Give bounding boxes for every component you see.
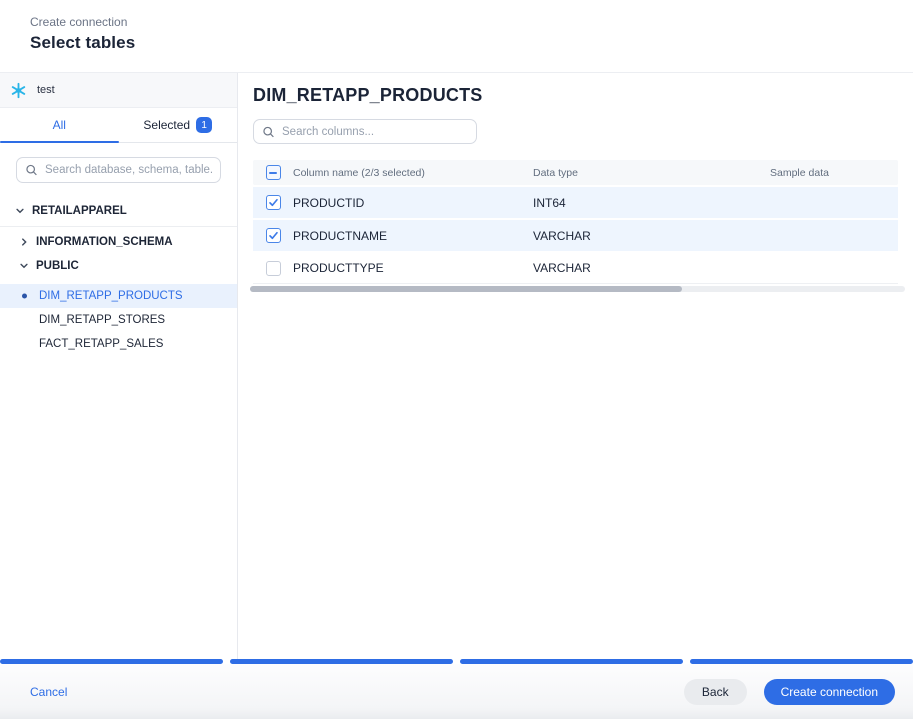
tree-item-information-schema[interactable]: INFORMATION_SCHEMA bbox=[0, 230, 237, 254]
tree-item-database[interactable]: RETAILAPPAREL bbox=[0, 199, 237, 223]
search-tables-input[interactable] bbox=[16, 157, 221, 183]
columns-table-header: Column name (2/3 selected) Data type Sam… bbox=[253, 160, 898, 185]
tables-sidebar: test All Selected 1 bbox=[0, 73, 238, 659]
snowflake-logo-icon bbox=[10, 82, 27, 99]
row-checkbox[interactable] bbox=[265, 228, 281, 243]
column-type: VARCHAR bbox=[533, 261, 591, 275]
chevron-down-icon[interactable] bbox=[15, 206, 25, 216]
create-connection-button[interactable]: Create connection bbox=[763, 678, 895, 705]
sidebar-search bbox=[16, 157, 221, 183]
tree-item-table-products[interactable]: DIM_RETAPP_PRODUCTS bbox=[0, 284, 237, 308]
tab-all[interactable]: All bbox=[0, 108, 119, 143]
chevron-right-icon[interactable] bbox=[19, 237, 29, 247]
columns-table: Column name (2/3 selected) Data type Sam… bbox=[253, 160, 898, 284]
page-title: Select tables bbox=[30, 33, 136, 52]
progress-segment bbox=[460, 659, 683, 664]
schema-tree: RETAILAPPAREL INFORMATION_SCHEMA PUBLIC bbox=[0, 183, 237, 356]
column-header-name: Column name (2/3 selected) bbox=[293, 166, 425, 179]
dialog-footer: Cancel Back Create connection bbox=[0, 664, 913, 719]
connection-header: test bbox=[0, 73, 237, 108]
tree-divider bbox=[0, 226, 237, 227]
horizontal-scrollbar[interactable] bbox=[250, 286, 905, 292]
table-row[interactable]: PRODUCTNAME VARCHAR bbox=[253, 220, 898, 251]
columns-panel: DIM_RETAPP_PRODUCTS Column name ( bbox=[238, 73, 913, 659]
search-icon bbox=[262, 125, 275, 138]
search-icon bbox=[25, 164, 38, 177]
breadcrumb: Create connection bbox=[30, 15, 128, 29]
cancel-link[interactable]: Cancel bbox=[30, 684, 68, 699]
progress-segment bbox=[690, 659, 913, 664]
column-name: PRODUCTNAME bbox=[293, 228, 388, 243]
tree-item-public-schema[interactable]: PUBLIC bbox=[0, 254, 237, 278]
column-header-type: Data type bbox=[533, 166, 578, 179]
select-all-checkbox[interactable] bbox=[265, 165, 281, 180]
scrollbar-thumb[interactable] bbox=[250, 286, 683, 292]
column-name: PRODUCTID bbox=[293, 195, 365, 210]
dialog-header: Create connection Select tables bbox=[0, 0, 913, 72]
progress-segment bbox=[230, 659, 453, 664]
sidebar-tabs: All Selected 1 bbox=[0, 108, 237, 143]
progress-bar bbox=[0, 659, 913, 664]
column-type: INT64 bbox=[533, 195, 566, 210]
column-header-sample: Sample data bbox=[770, 166, 829, 179]
table-title: DIM_RETAPP_PRODUCTS bbox=[253, 85, 483, 105]
column-type: VARCHAR bbox=[533, 228, 591, 243]
table-row[interactable]: PRODUCTTYPE VARCHAR bbox=[253, 253, 898, 284]
tab-selected[interactable]: Selected 1 bbox=[119, 108, 238, 142]
tree-item-table-sales[interactable]: FACT_RETAPP_SALES bbox=[39, 338, 164, 350]
selected-bullet-icon bbox=[22, 293, 27, 299]
back-button[interactable]: Back bbox=[683, 678, 747, 705]
chevron-down-icon[interactable] bbox=[19, 261, 29, 271]
search-columns-input[interactable] bbox=[253, 119, 477, 144]
column-name: PRODUCTTYPE bbox=[293, 261, 384, 275]
progress-segment bbox=[0, 659, 223, 664]
row-checkbox[interactable] bbox=[265, 260, 281, 276]
selected-count-badge: 1 bbox=[196, 117, 213, 133]
tree-item-table-stores[interactable]: DIM_RETAPP_STORES bbox=[39, 314, 166, 326]
row-checkbox[interactable] bbox=[265, 195, 281, 210]
columns-search bbox=[253, 119, 477, 144]
table-row[interactable]: PRODUCTID INT64 bbox=[253, 187, 898, 218]
connection-name: test bbox=[37, 84, 55, 96]
